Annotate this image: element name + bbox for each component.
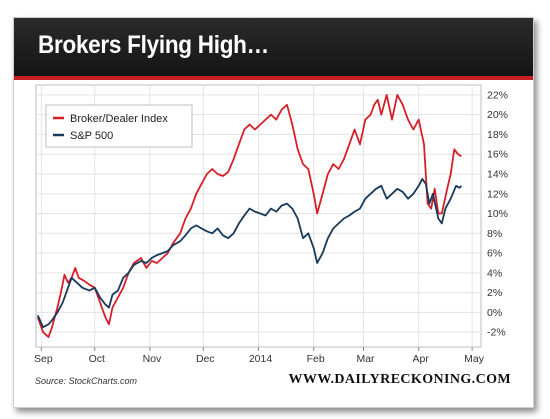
y-tick-label: 18%: [487, 129, 508, 141]
title-bar: Brokers Flying High…: [14, 18, 533, 80]
line-chart: -2% 0% 2% 4% 6% 8% 10% 12% 14% 16% 18% 20% 22% Sep Oct…: [34, 84, 508, 365]
x-tick-label: 2014: [249, 353, 273, 365]
y-tick-label: 2%: [487, 287, 502, 299]
legend-label: Broker/Dealer Index: [70, 113, 168, 125]
y-tick-label: 14%: [487, 168, 508, 180]
y-tick-label: 12%: [487, 188, 508, 200]
x-tick-label: Dec: [196, 353, 215, 365]
source-note: Source: StockCharts.com: [35, 376, 138, 386]
y-tick-label: 0%: [487, 307, 502, 319]
chart-card: Brokers Flying High… -2% 0% 2% 4% 6% 8% 10% 12%…: [13, 17, 534, 408]
series-line-broker-dealer-index: [36, 94, 462, 338]
x-tick-label: Oct: [89, 353, 105, 365]
legend-label: S&P 500: [70, 130, 113, 142]
y-tick-label: 20%: [487, 109, 508, 121]
series-line-s-p-500: [36, 178, 463, 329]
chart-title: Brokers Flying High…: [38, 31, 269, 59]
y-tick-label: 8%: [487, 228, 502, 240]
brand-watermark: WWW.DAILYRECKONING.COM: [288, 372, 511, 387]
y-tick-label: 6%: [487, 248, 502, 260]
x-tick-label: Mar: [356, 353, 375, 365]
x-tick-label: May: [464, 353, 485, 365]
y-tick-label: 10%: [487, 208, 508, 220]
x-tick-label: Nov: [143, 353, 162, 365]
x-tick-label: Sep: [34, 353, 53, 365]
y-tick-label: -2%: [487, 327, 506, 339]
legend-box: [45, 104, 193, 148]
x-tick-label: Apr: [413, 353, 430, 365]
y-tick-label: 22%: [487, 89, 508, 101]
x-tick-label: Feb: [307, 353, 325, 365]
y-tick-label: 4%: [487, 267, 502, 279]
y-tick-label: 16%: [487, 149, 508, 161]
